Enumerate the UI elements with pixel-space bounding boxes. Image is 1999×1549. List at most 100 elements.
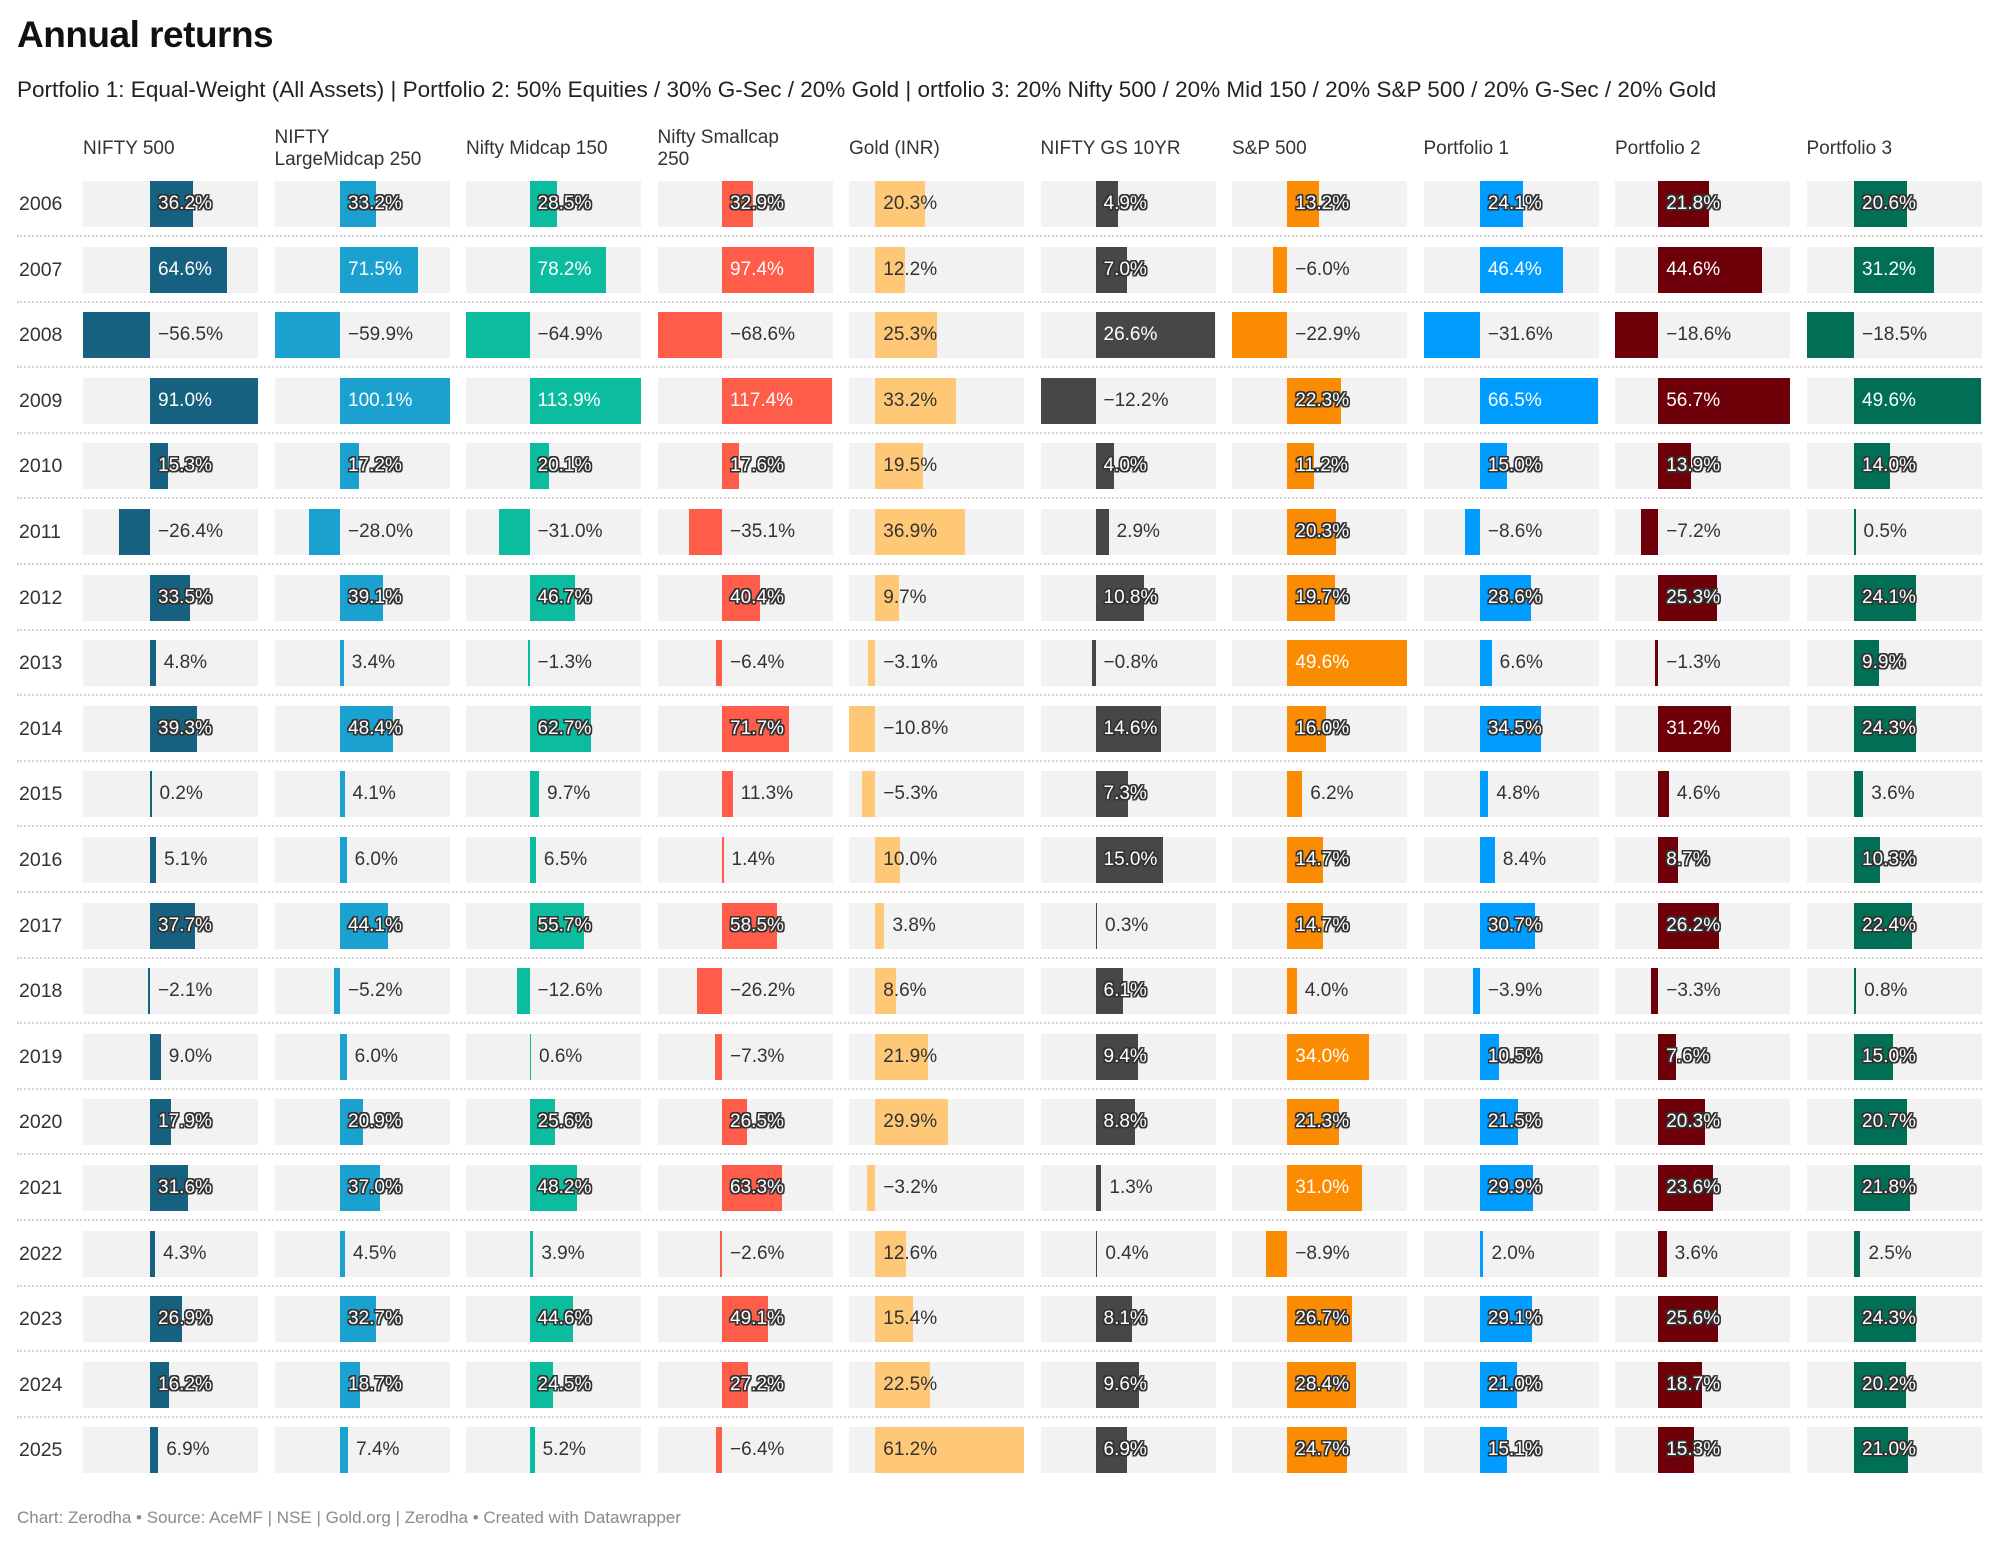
- cell-s-p-500: 16.0%: [1232, 705, 1407, 752]
- row-year-label: 2008: [19, 324, 63, 347]
- bar: [722, 1361, 748, 1408]
- cell-portfolio-1: 8.4%: [1423, 837, 1599, 883]
- table-row: 2013 4.8% 3.4% −1.3% −6.4% −3.1% −0.8% 49.6% 6.6…: [0, 640, 1982, 706]
- cell-portfolio-2: 20.3%: [1615, 1099, 1790, 1146]
- cell-portfolio-3: 24.3%: [1806, 1296, 1982, 1343]
- bar: [150, 1230, 156, 1277]
- value-label: 5.1%: [164, 849, 208, 870]
- cell-nifty-gs-10yr: 9.4%: [1040, 1033, 1216, 1080]
- value-label: −26.4%: [158, 521, 224, 542]
- bar: [1095, 771, 1129, 818]
- cell-portfolio-1: 2.0%: [1423, 1230, 1599, 1277]
- bar: [517, 968, 530, 1015]
- bar: [1650, 968, 1659, 1015]
- cell-portfolio-1: 10.5%: [1423, 1033, 1599, 1080]
- value-label: −59.9%: [348, 324, 413, 346]
- value-label: 28.5%: [537, 193, 592, 214]
- bar: [689, 509, 723, 555]
- cell-portfolio-2: 23.6%: [1615, 1165, 1790, 1211]
- cell-nifty-largemidcap-250: 100.1%: [274, 377, 450, 424]
- value-label: 6.0%: [354, 1045, 398, 1067]
- value-label: 25.6%: [1666, 1308, 1721, 1330]
- cell-nifty-gs-10yr: 7.3%: [1040, 771, 1216, 818]
- cell-gold-inr: 9.7%: [849, 574, 1024, 621]
- value-label: 49.6%: [1295, 652, 1350, 674]
- bar: [1272, 246, 1288, 293]
- value-label: 24.7%: [1295, 1439, 1350, 1461]
- bar: [722, 574, 761, 621]
- bar: [340, 1361, 361, 1408]
- value-label: 15.3%: [158, 455, 212, 477]
- bar: [340, 443, 359, 490]
- column-header-nifty-smallcap-250: Nifty Smallcap 250: [658, 124, 833, 174]
- value-label: 23.6%: [1666, 1177, 1721, 1198]
- column-header-label: Portfolio 1: [1423, 138, 1510, 159]
- cell-portfolio-2: 18.7%: [1615, 1361, 1790, 1408]
- table-row: 2024 16.2% 18.7% 24.5% 27.2% 22.5% 9.6% 28.4% 21…: [0, 1361, 1982, 1428]
- value-label: 26.9%: [158, 1308, 212, 1330]
- bar: [875, 902, 885, 949]
- value-label: 24.1%: [1862, 586, 1916, 608]
- bar: [1854, 1230, 1861, 1277]
- value-label: 28.6%: [1487, 586, 1542, 608]
- value-label: 33.2%: [348, 193, 402, 214]
- value-label: 10.8%: [1103, 586, 1158, 608]
- value-label: 9.9%: [1862, 652, 1906, 674]
- value-label: 30.7%: [1487, 914, 1542, 936]
- bar: [722, 246, 814, 293]
- cell-portfolio-2: 31.2%: [1615, 705, 1790, 752]
- value-label: −2.1%: [158, 980, 213, 1002]
- cell-portfolio-2: −1.3%: [1615, 640, 1790, 687]
- bar: [715, 1033, 723, 1080]
- value-label: −3.2%: [883, 1177, 938, 1198]
- table-row: 2019 9.0% 6.0% 0.6% −7.3% 21.9% 9.4% 34.0% 10.5%…: [0, 1033, 1982, 1100]
- cell-nifty-midcap-150: 62.7%: [466, 705, 641, 752]
- row-year-label: 2009: [19, 389, 63, 412]
- value-label: 20.6%: [1862, 193, 1916, 214]
- cell-portfolio-3: 49.6%: [1806, 377, 1982, 424]
- bar: [1854, 574, 1916, 621]
- cell-gold-inr: 21.9%: [849, 1033, 1024, 1080]
- value-label: 44.6%: [537, 1308, 592, 1330]
- cell-gold-inr: 36.9%: [849, 509, 1024, 555]
- bar: [1472, 968, 1480, 1015]
- row-divider: [17, 1153, 1982, 1156]
- cell-nifty-500: 64.6%: [83, 246, 258, 293]
- value-label: 62.7%: [537, 717, 592, 739]
- value-label: −5.2%: [348, 980, 403, 1002]
- value-label: 33.2%: [883, 389, 938, 411]
- value-label: −31.6%: [1487, 324, 1553, 346]
- cell-portfolio-2: −18.6%: [1615, 312, 1790, 359]
- value-label: 13.9%: [1666, 455, 1721, 477]
- cell-nifty-smallcap-250: 71.7%: [657, 705, 833, 752]
- cell-portfolio-1: 28.6%: [1423, 574, 1599, 621]
- bar: [150, 1361, 170, 1408]
- cell-gold-inr: −3.2%: [849, 1165, 1024, 1211]
- row-year-label: 2006: [19, 193, 63, 215]
- cell-portfolio-1: −8.6%: [1423, 509, 1599, 555]
- value-label: 26.7%: [1295, 1308, 1350, 1330]
- bar: [1287, 902, 1323, 949]
- bar: [1287, 1165, 1363, 1211]
- cell-gold-inr: 10.0%: [849, 837, 1024, 883]
- value-label: 15.3%: [1666, 1439, 1721, 1461]
- column-header-label: Nifty Midcap 150: [466, 138, 608, 159]
- cell-nifty-midcap-150: −1.3%: [466, 640, 641, 687]
- cell-portfolio-3: 0.8%: [1806, 968, 1982, 1015]
- value-label: 7.0%: [1103, 258, 1147, 280]
- cell-nifty-gs-10yr: −12.2%: [1040, 377, 1216, 424]
- bar: [1479, 640, 1492, 687]
- value-label: 6.2%: [1310, 783, 1354, 805]
- value-label: 24.3%: [1862, 1308, 1916, 1330]
- value-label: 44.1%: [348, 914, 402, 936]
- cell-nifty-midcap-150: 24.5%: [466, 1361, 641, 1408]
- bar: [1287, 837, 1323, 883]
- cell-portfolio-2: 26.2%: [1615, 902, 1790, 949]
- bar: [529, 837, 536, 883]
- column-header-label: S&P 500: [1232, 138, 1307, 159]
- table-row: 2009 91.0% 100.1% 113.9% 117.4% 33.2% −12.2% 22…: [0, 377, 1982, 444]
- cell-portfolio-1: 15.1%: [1423, 1427, 1599, 1474]
- table-row: 2008 −56.5% −59.9% −64.9% −68.6% 25.3% 26.6% −2…: [0, 312, 1982, 378]
- cell-nifty-largemidcap-250: 3.4%: [274, 640, 450, 687]
- bar: [1095, 1230, 1098, 1277]
